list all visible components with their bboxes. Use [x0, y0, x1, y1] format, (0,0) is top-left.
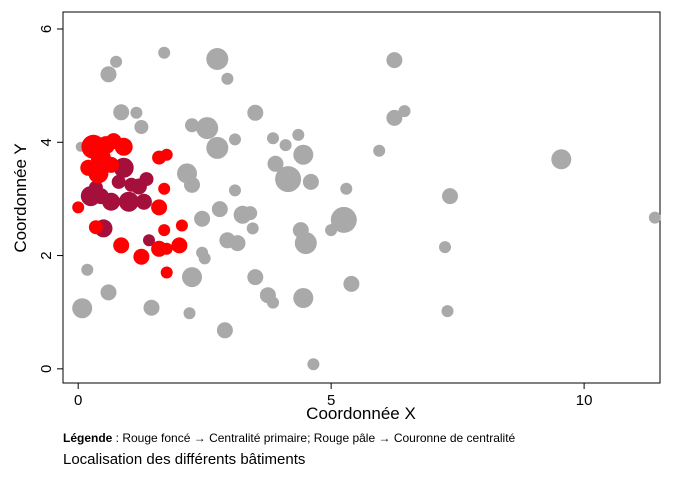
data-point [292, 128, 305, 141]
data-point [175, 219, 188, 232]
data-point [158, 224, 171, 237]
data-point [293, 288, 314, 308]
x-tick-label: 5 [327, 392, 335, 409]
data-point [118, 191, 139, 212]
data-point [160, 148, 173, 161]
data-point [72, 298, 93, 319]
data-point [373, 144, 386, 157]
data-point [196, 117, 219, 140]
data-point [182, 267, 202, 288]
note-label: Légende [63, 431, 113, 445]
data-point [441, 305, 454, 318]
data-point [307, 358, 320, 371]
data-point [229, 133, 241, 146]
data-point [386, 109, 403, 126]
data-point [184, 176, 200, 193]
y-tick-label: 6 [38, 25, 55, 33]
data-point [279, 139, 292, 152]
x-axis-title: Coordonnée X [306, 404, 416, 423]
data-point [88, 220, 103, 235]
data-point [211, 201, 228, 218]
figure-caption: Localisation des différents bâtiments [63, 451, 306, 468]
note-text: : Rouge foncé → Centralité primaire; Rou… [112, 431, 516, 445]
data-point [343, 275, 360, 292]
data-point [81, 263, 94, 276]
data-point [439, 241, 451, 254]
data-point [139, 172, 154, 187]
data-point [158, 182, 171, 195]
data-point [243, 206, 258, 221]
data-point [88, 163, 109, 184]
data-point [275, 166, 302, 193]
data-point [206, 136, 229, 159]
data-point [100, 284, 117, 301]
data-point [267, 132, 279, 145]
data-point [183, 307, 196, 320]
data-point [134, 120, 149, 134]
data-point [130, 106, 143, 119]
data-point [185, 118, 199, 133]
data-point [110, 55, 123, 68]
data-point [294, 232, 317, 255]
data-point [102, 192, 121, 211]
data-point [114, 137, 133, 156]
x-axis-ticks: 0 5 10 [74, 383, 592, 409]
chart-note: Légende : Rouge foncé → Centralité prima… [63, 430, 515, 446]
data-point [198, 252, 211, 265]
data-point [216, 322, 233, 339]
data-point [100, 66, 117, 83]
plot-area [62, 11, 661, 384]
data-point [302, 173, 319, 190]
data-point [247, 104, 264, 121]
data-point [247, 269, 264, 286]
data-point [206, 48, 229, 70]
data-point [135, 193, 152, 210]
data-point [340, 182, 353, 195]
data-points [72, 46, 661, 371]
y-tick-label: 0 [38, 365, 55, 373]
data-point [330, 206, 357, 233]
data-point [151, 199, 168, 216]
data-point [194, 210, 211, 227]
x-tick-label: 10 [576, 392, 593, 409]
data-point [143, 234, 155, 247]
data-point [229, 235, 246, 252]
data-point [648, 211, 661, 224]
data-point [551, 149, 572, 170]
y-tick-label: 4 [38, 138, 55, 146]
y-axis-title: Coordonnée Y [11, 143, 30, 252]
data-point [160, 242, 173, 255]
data-point [229, 184, 241, 197]
data-point [293, 144, 314, 165]
data-point [442, 188, 458, 205]
data-point [158, 46, 171, 59]
data-point [103, 156, 120, 173]
data-point [267, 155, 284, 172]
data-point [111, 174, 126, 189]
y-tick-label: 2 [38, 251, 55, 259]
data-point [398, 105, 411, 118]
data-point [160, 266, 173, 279]
x-tick-label: 0 [74, 392, 82, 409]
y-axis-ticks: 0 2 4 6 [38, 25, 63, 373]
data-point [113, 237, 130, 254]
data-point [267, 296, 279, 309]
data-point [171, 237, 188, 254]
data-point [143, 299, 160, 316]
data-point [113, 104, 130, 121]
data-point [246, 222, 259, 235]
data-point [386, 52, 403, 69]
data-point [221, 72, 234, 85]
data-point [133, 248, 150, 265]
data-point [72, 201, 85, 214]
